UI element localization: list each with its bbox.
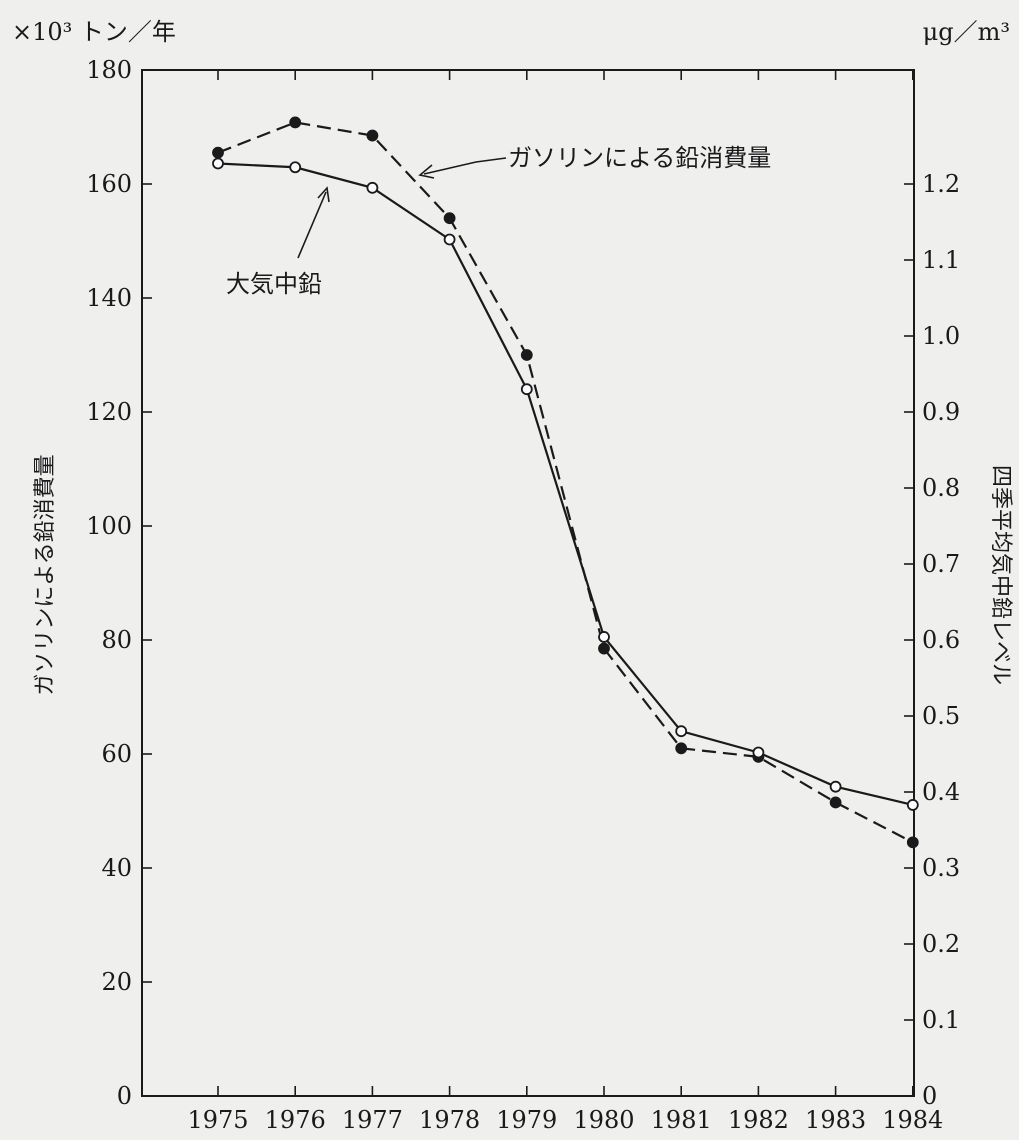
x-tick-label: 1984 [882, 1106, 943, 1134]
left-axis-title: ガソリンによる鉛消費量 [33, 454, 58, 695]
right-tick-label: 0.4 [922, 778, 960, 806]
x-tick-label: 1980 [573, 1106, 634, 1134]
series-0-point [829, 796, 842, 809]
series-1-point [752, 746, 765, 759]
series-1-point [289, 161, 302, 174]
left-tick-label: 160 [86, 170, 132, 198]
air-annotation-leader [297, 191, 327, 259]
x-tick-label: 1979 [496, 1106, 557, 1134]
series-0-point [598, 642, 610, 655]
right-tick-label: 0.1 [922, 1006, 960, 1034]
x-tick-label: 1981 [651, 1106, 712, 1134]
left-tick-label: 60 [101, 740, 132, 768]
right-axis-ticks: 0 0.1 0.2 0.3 0.4 0.5 0.6 0.7 0.8 0.9 1.0 1.1 1.2 [904, 170, 960, 1110]
series-0-point [906, 836, 919, 849]
x-tick-label: 1975 [187, 1106, 248, 1134]
series-1-point [366, 181, 379, 194]
left-tick-label: 120 [86, 398, 132, 426]
series-layer [212, 116, 919, 849]
series-1-point [675, 725, 688, 738]
right-tick-label: 0.9 [922, 398, 960, 426]
series-0-point [212, 146, 224, 159]
x-tick-label: 1978 [419, 1106, 480, 1134]
series-line-0 [217, 121, 914, 844]
left-axis-unit: ×10³ トン／年 [12, 18, 176, 46]
x-axis-ticks: 1975 1976 1977 1978 1979 1980 1981 1982 1983 1984 [187, 70, 943, 1134]
series-1-point [520, 383, 533, 396]
series-0-point [443, 212, 456, 225]
gasoline-annotation-arrowhead [418, 164, 435, 179]
series-0-point [366, 129, 379, 142]
series-1-point [212, 157, 224, 170]
right-tick-label: 0.2 [922, 930, 960, 958]
air-series-annotation: 大気中鉛 [226, 270, 322, 298]
series-1-point [598, 631, 610, 643]
left-tick-label: 180 [86, 56, 132, 84]
plot-frame [141, 69, 915, 1097]
left-tick-label: 40 [101, 854, 132, 882]
air-annotation-arrowhead [317, 186, 330, 203]
x-tick-label: 1977 [342, 1106, 403, 1134]
x-tick-label: 1976 [265, 1106, 326, 1134]
series-1-point [906, 799, 919, 811]
left-tick-label: 0 [117, 1082, 132, 1110]
left-tick-label: 140 [86, 284, 132, 312]
right-tick-label: 0 [922, 1082, 937, 1110]
right-tick-label: 0.8 [922, 474, 960, 502]
series-1-point [443, 233, 456, 246]
right-tick-label: 1.2 [922, 170, 960, 198]
right-tick-label: 1.1 [922, 246, 960, 274]
x-tick-label: 1983 [805, 1106, 866, 1134]
left-axis-ticks: 0 20 40 60 80 100 120 140 160 180 [86, 56, 152, 1110]
series-0-point [520, 349, 533, 361]
right-tick-label: 0.3 [922, 854, 960, 882]
left-tick-label: 100 [86, 512, 132, 540]
right-tick-label: 0.6 [922, 626, 960, 654]
left-tick-label: 20 [101, 968, 132, 996]
series-line-1 [217, 162, 914, 806]
right-tick-label: 0.5 [922, 702, 960, 730]
gasoline-annotation-leader [423, 157, 507, 175]
gasoline-series-annotation: ガソリンによる鉛消費量 [508, 144, 771, 172]
x-tick-label: 1982 [728, 1106, 789, 1134]
series-0-point [289, 116, 302, 129]
right-tick-label: 0.7 [922, 550, 960, 578]
right-tick-label: 1.0 [922, 322, 960, 350]
right-axis-title: 四季平均気中鉛レベル [988, 465, 1013, 685]
series-1-point [829, 780, 842, 793]
series-0-point [675, 742, 688, 755]
right-axis-unit: μg／m³ [923, 18, 1010, 46]
left-tick-label: 80 [101, 626, 132, 654]
